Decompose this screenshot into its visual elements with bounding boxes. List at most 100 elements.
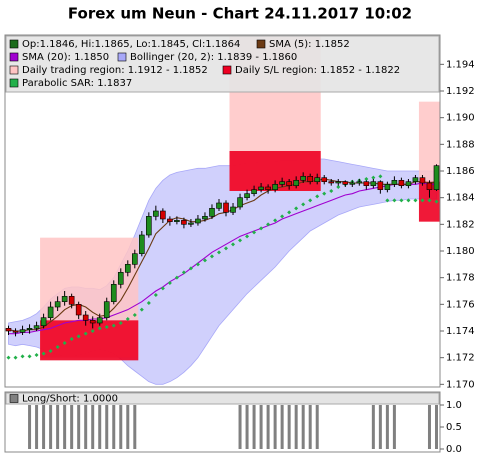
sar-dot bbox=[413, 198, 418, 203]
bar bbox=[245, 405, 249, 449]
sar-dot bbox=[153, 293, 158, 297]
sar-dot bbox=[55, 345, 60, 349]
sar-dot bbox=[118, 321, 123, 325]
sar-dot bbox=[301, 202, 306, 207]
legend-label: Bollinger (20, 2): 1.1839 - 1.1860 bbox=[130, 52, 297, 63]
sar-dot bbox=[322, 191, 327, 196]
legend-swatch bbox=[9, 78, 19, 88]
legend-swatch bbox=[222, 65, 232, 75]
candle-body bbox=[272, 184, 278, 190]
sar-dot bbox=[378, 174, 383, 179]
sar-dot bbox=[27, 354, 32, 359]
sar-dot bbox=[195, 262, 200, 267]
y-tick-label: 1.0 bbox=[446, 400, 462, 411]
bar bbox=[126, 405, 130, 449]
sar-dot bbox=[209, 254, 214, 259]
legend-box bbox=[5, 35, 440, 93]
bar bbox=[63, 405, 67, 449]
candle-body bbox=[131, 253, 138, 265]
legend-label: Daily trading region: 1.1912 - 1.1852 bbox=[22, 65, 208, 76]
candle-body bbox=[335, 181, 342, 184]
legend-box bbox=[5, 392, 440, 405]
bar bbox=[98, 405, 102, 449]
y-tick-label: 1.184 bbox=[446, 193, 475, 204]
y-tick-label: 1.170 bbox=[446, 379, 475, 390]
bar bbox=[42, 405, 46, 449]
sar-dot bbox=[202, 258, 207, 263]
y-tick-label: 0.5 bbox=[446, 422, 462, 433]
candle-body bbox=[124, 264, 131, 273]
sar-dot bbox=[224, 246, 229, 251]
candle-body bbox=[117, 272, 124, 285]
candle-body bbox=[103, 301, 110, 318]
candle-body bbox=[258, 186, 264, 190]
sar-dot bbox=[216, 250, 221, 255]
bar bbox=[427, 405, 431, 449]
sar-dot bbox=[273, 218, 278, 223]
candle-body bbox=[61, 296, 68, 302]
sar-dot bbox=[97, 326, 102, 331]
sar-dot bbox=[69, 337, 74, 341]
bar bbox=[238, 405, 242, 449]
candle-body bbox=[181, 220, 187, 225]
candle-body bbox=[153, 210, 159, 217]
legend-label: SMA (20): 1.1850 bbox=[22, 52, 109, 63]
bar bbox=[133, 405, 137, 449]
y-tick-label: 1.188 bbox=[446, 139, 475, 150]
y-tick-label: 1.190 bbox=[446, 113, 475, 124]
bar bbox=[385, 405, 389, 449]
candle-body bbox=[230, 206, 236, 213]
sar-dot bbox=[371, 175, 376, 180]
candle-body bbox=[328, 181, 335, 184]
sar-dot bbox=[90, 329, 95, 333]
sma20-line bbox=[8, 182, 437, 335]
bar bbox=[49, 405, 53, 449]
candle-body bbox=[265, 186, 271, 190]
candle-body bbox=[54, 301, 61, 308]
legend-label: Op:1.1846, Hi:1.1865, Lo:1.1845, Cl:1.18… bbox=[22, 39, 240, 50]
sar-dot bbox=[48, 349, 53, 353]
plot-frame bbox=[4, 34, 441, 388]
bar bbox=[301, 405, 305, 449]
y-tick-label: 1.182 bbox=[446, 219, 475, 230]
sar-dot bbox=[259, 226, 264, 231]
candle-body bbox=[174, 220, 180, 222]
lower-plot bbox=[28, 405, 438, 449]
candle-body bbox=[110, 284, 117, 302]
candle-body bbox=[342, 181, 349, 185]
sar-dot bbox=[266, 222, 271, 227]
candle-body bbox=[47, 306, 54, 318]
candle-body bbox=[293, 180, 299, 186]
chart-title: Forex um Neun - Chart 24.11.2017 10:02 bbox=[68, 5, 412, 23]
lower-legend: Long/Short: 1.0000 bbox=[5, 392, 440, 405]
sar-dot bbox=[111, 323, 116, 328]
candle-body bbox=[188, 222, 194, 225]
y-tick-label: 1.192 bbox=[446, 86, 475, 97]
sar-dot bbox=[420, 198, 425, 203]
bar bbox=[70, 405, 74, 449]
bar bbox=[280, 405, 284, 449]
sar-dot bbox=[20, 354, 25, 359]
candle-body bbox=[82, 314, 89, 321]
candle-body bbox=[363, 181, 370, 186]
y-axis: 1.170 1.172 1.174 1.176 1.178 1.180 1.182 1.184… bbox=[440, 59, 475, 390]
sar-dot bbox=[294, 206, 299, 211]
sar-dot bbox=[336, 185, 341, 189]
candle-body bbox=[209, 208, 215, 217]
sar-dot bbox=[315, 194, 320, 199]
candle-body bbox=[216, 202, 222, 209]
candle-body bbox=[244, 193, 250, 198]
bar bbox=[56, 405, 60, 449]
sar-dot bbox=[83, 331, 88, 336]
sar-dot bbox=[62, 341, 67, 345]
sar-dot bbox=[146, 301, 151, 305]
bar bbox=[287, 405, 291, 449]
bar bbox=[371, 405, 375, 449]
bar bbox=[77, 405, 81, 449]
bar bbox=[315, 405, 319, 449]
candle-body bbox=[426, 182, 433, 190]
sar-dot bbox=[76, 334, 81, 339]
stop-loss-region bbox=[40, 320, 139, 361]
legend-label: Long/Short: 1.0000 bbox=[22, 394, 118, 405]
